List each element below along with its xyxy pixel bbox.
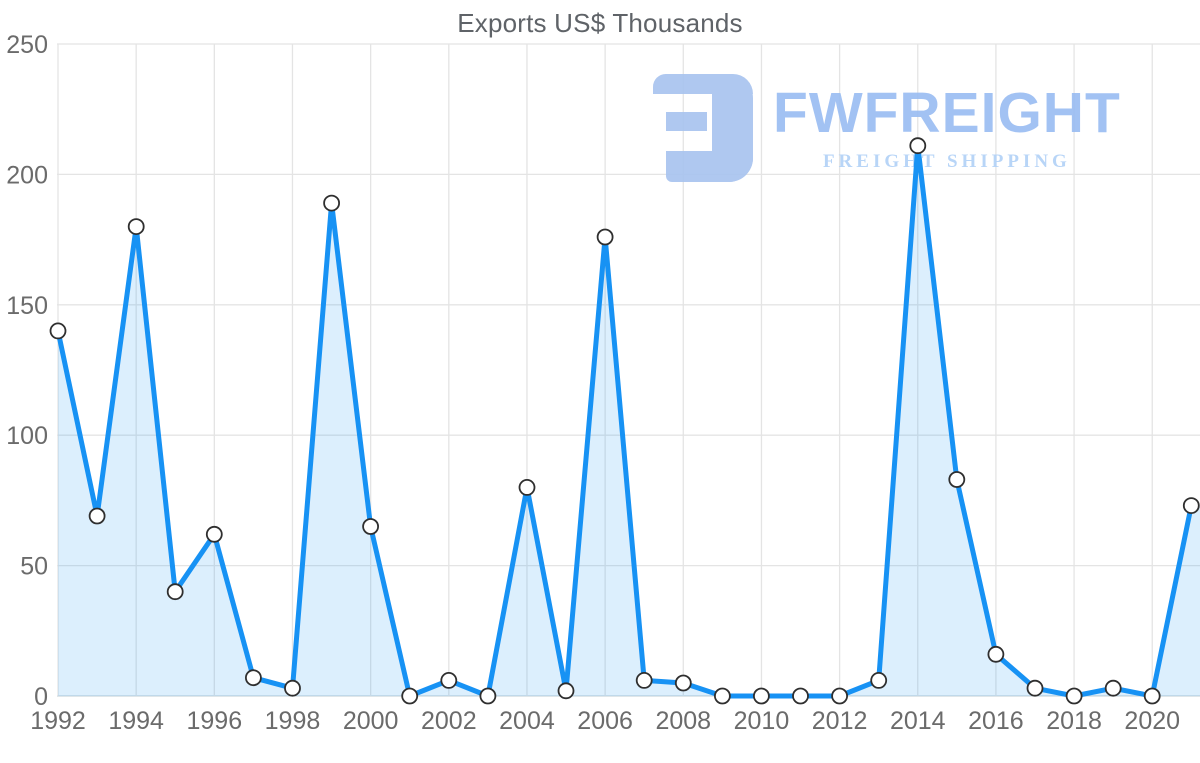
x-tick-label: 2002	[421, 707, 477, 735]
data-point-marker	[596, 228, 614, 246]
data-point-marker	[166, 583, 184, 601]
y-tick-label: 0	[34, 683, 48, 711]
data-point-marker	[987, 645, 1005, 663]
watermark-text-block: FWFREIGHT FREIGHT SHIPPING	[773, 85, 1121, 173]
y-tick-label: 100	[6, 422, 48, 450]
data-point-marker	[479, 687, 497, 705]
data-point-marker	[401, 687, 419, 705]
x-tick-label: 2012	[812, 707, 868, 735]
data-point-marker	[635, 672, 653, 689]
logo-shape-bottom-foot	[666, 150, 754, 182]
data-point-marker	[714, 687, 731, 705]
data-point-marker	[1026, 679, 1044, 697]
data-point-marker	[1182, 497, 1200, 515]
data-point-marker	[127, 218, 145, 236]
data-point-marker	[518, 478, 536, 496]
x-tick-label: 2010	[734, 707, 790, 735]
data-point-marker	[870, 672, 888, 689]
y-tick-label: 200	[6, 161, 48, 189]
watermark: FWFREIGHT FREIGHT SHIPPING	[647, 71, 1121, 185]
data-point-marker	[1065, 687, 1083, 705]
watermark-brand-text: FWFREIGHT	[773, 81, 1121, 145]
x-tick-label: 2008	[655, 707, 711, 735]
y-tick-label: 50	[20, 553, 48, 581]
data-point-marker	[557, 682, 575, 700]
data-point-marker	[948, 471, 966, 488]
x-tick-label: 1994	[108, 707, 164, 735]
x-tick-label: 1996	[187, 707, 243, 735]
watermark-tagline-text: FREIGHT SHIPPING	[822, 151, 1071, 172]
data-point-marker	[674, 674, 692, 692]
data-point-marker	[831, 687, 848, 705]
data-point-marker	[284, 679, 301, 697]
x-tick-label: 2006	[577, 707, 633, 735]
x-tick-label: 2018	[1046, 707, 1102, 735]
chart-title: Exports US$ Thousands	[457, 8, 743, 38]
data-point-marker	[88, 507, 106, 525]
data-point-marker	[244, 669, 262, 687]
logo-shape-middle-arm	[666, 112, 708, 132]
x-tick-label: 2000	[343, 707, 399, 735]
data-point-marker	[792, 687, 809, 705]
x-tick-label: 2020	[1124, 707, 1180, 735]
data-point-marker	[909, 137, 927, 155]
data-point-marker	[753, 687, 770, 705]
data-point-marker	[1143, 687, 1161, 705]
x-tick-label: 1998	[265, 707, 321, 735]
data-point-marker	[1104, 679, 1122, 697]
x-tick-label: 1992	[30, 707, 86, 735]
x-tick-label: 2004	[499, 707, 555, 735]
series-line	[55, 143, 1194, 699]
y-tick-label: 150	[6, 292, 48, 320]
x-tick-label: 2016	[968, 707, 1024, 735]
data-point-marker	[323, 194, 341, 212]
fwfreight-logo-icon	[647, 71, 759, 185]
data-point-marker	[440, 672, 458, 689]
y-tick-label: 250	[6, 31, 48, 59]
data-point-marker	[205, 525, 223, 543]
x-tick-label: 2014	[890, 707, 946, 735]
series-area-fill	[58, 145, 1200, 696]
data-point-marker	[49, 322, 67, 340]
data-point-marker	[362, 518, 380, 535]
